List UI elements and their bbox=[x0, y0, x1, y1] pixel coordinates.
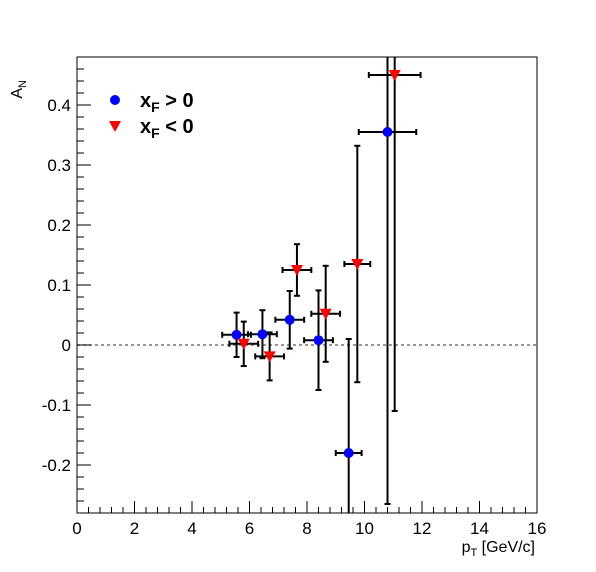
data-point bbox=[319, 308, 332, 320]
legend-label-xf-negative-main: x bbox=[140, 116, 151, 138]
data-point bbox=[388, 70, 401, 81]
data-point bbox=[382, 127, 393, 137]
legend-label-xf-positive: xF > 0 bbox=[140, 90, 194, 115]
series-xf-negative bbox=[228, 57, 422, 412]
legend-label-xf-positive-sub: F bbox=[151, 99, 160, 115]
legend-label-xf-negative-sub: F bbox=[151, 125, 160, 141]
x-tick-label: 6 bbox=[245, 519, 254, 538]
data-point bbox=[351, 259, 364, 270]
data-point bbox=[284, 314, 295, 325]
legend-label-xf-negative-rest: < 0 bbox=[160, 116, 194, 138]
y-tick-label: 0.2 bbox=[47, 216, 71, 235]
y-tick-label: 0.4 bbox=[47, 96, 71, 115]
y-axis-title: AN bbox=[9, 80, 29, 99]
x-tick-label: 2 bbox=[130, 519, 139, 538]
legend: xF > 0 xF < 0 bbox=[109, 90, 194, 141]
x-axis-title-unit: [GeV/c] bbox=[477, 539, 535, 556]
x-tick-label: 16 bbox=[528, 519, 547, 538]
legend-label-xf-positive-main: x bbox=[140, 90, 151, 112]
axis-ticks bbox=[76, 56, 538, 514]
data-point bbox=[231, 329, 242, 340]
x-tick-label: 12 bbox=[413, 519, 432, 538]
data-point bbox=[343, 448, 354, 458]
x-tick-label: 0 bbox=[72, 519, 81, 538]
y-tick-label: 0.3 bbox=[47, 156, 71, 175]
legend-label-xf-positive-rest: > 0 bbox=[160, 90, 194, 112]
x-axis-title-main: p bbox=[462, 539, 471, 556]
y-tick-label: 0.1 bbox=[47, 276, 71, 295]
x-axis-title: pT [GeV/c] bbox=[462, 539, 535, 559]
tick-labels: 0 2 4 6 8 10 12 14 16 -0.2 -0.1 0 0.1 0.2 0.3 0.4 bbox=[42, 96, 547, 538]
y-axis-title-sub: N bbox=[17, 80, 29, 88]
y-tick-label: 0 bbox=[62, 336, 71, 355]
x-tick-label: 10 bbox=[355, 519, 374, 538]
data-point bbox=[290, 265, 303, 276]
data-point bbox=[257, 329, 268, 340]
legend-label-xf-negative: xF < 0 bbox=[140, 116, 194, 141]
x-tick-label: 4 bbox=[187, 519, 196, 538]
series-xf-positive bbox=[221, 57, 418, 513]
data-point bbox=[313, 335, 324, 346]
y-axis-title-main: A bbox=[9, 88, 26, 99]
legend-marker-xf-positive bbox=[110, 95, 120, 105]
legend-marker-xf-negative bbox=[109, 121, 121, 132]
y-tick-label: -0.2 bbox=[42, 456, 71, 475]
x-axis-title-sub: T bbox=[470, 547, 477, 559]
data-point bbox=[263, 351, 276, 363]
plot-area bbox=[77, 57, 537, 513]
x-tick-label: 8 bbox=[302, 519, 311, 538]
y-tick-label: -0.1 bbox=[42, 396, 71, 415]
data-point bbox=[237, 338, 250, 350]
x-tick-label: 14 bbox=[470, 519, 489, 538]
